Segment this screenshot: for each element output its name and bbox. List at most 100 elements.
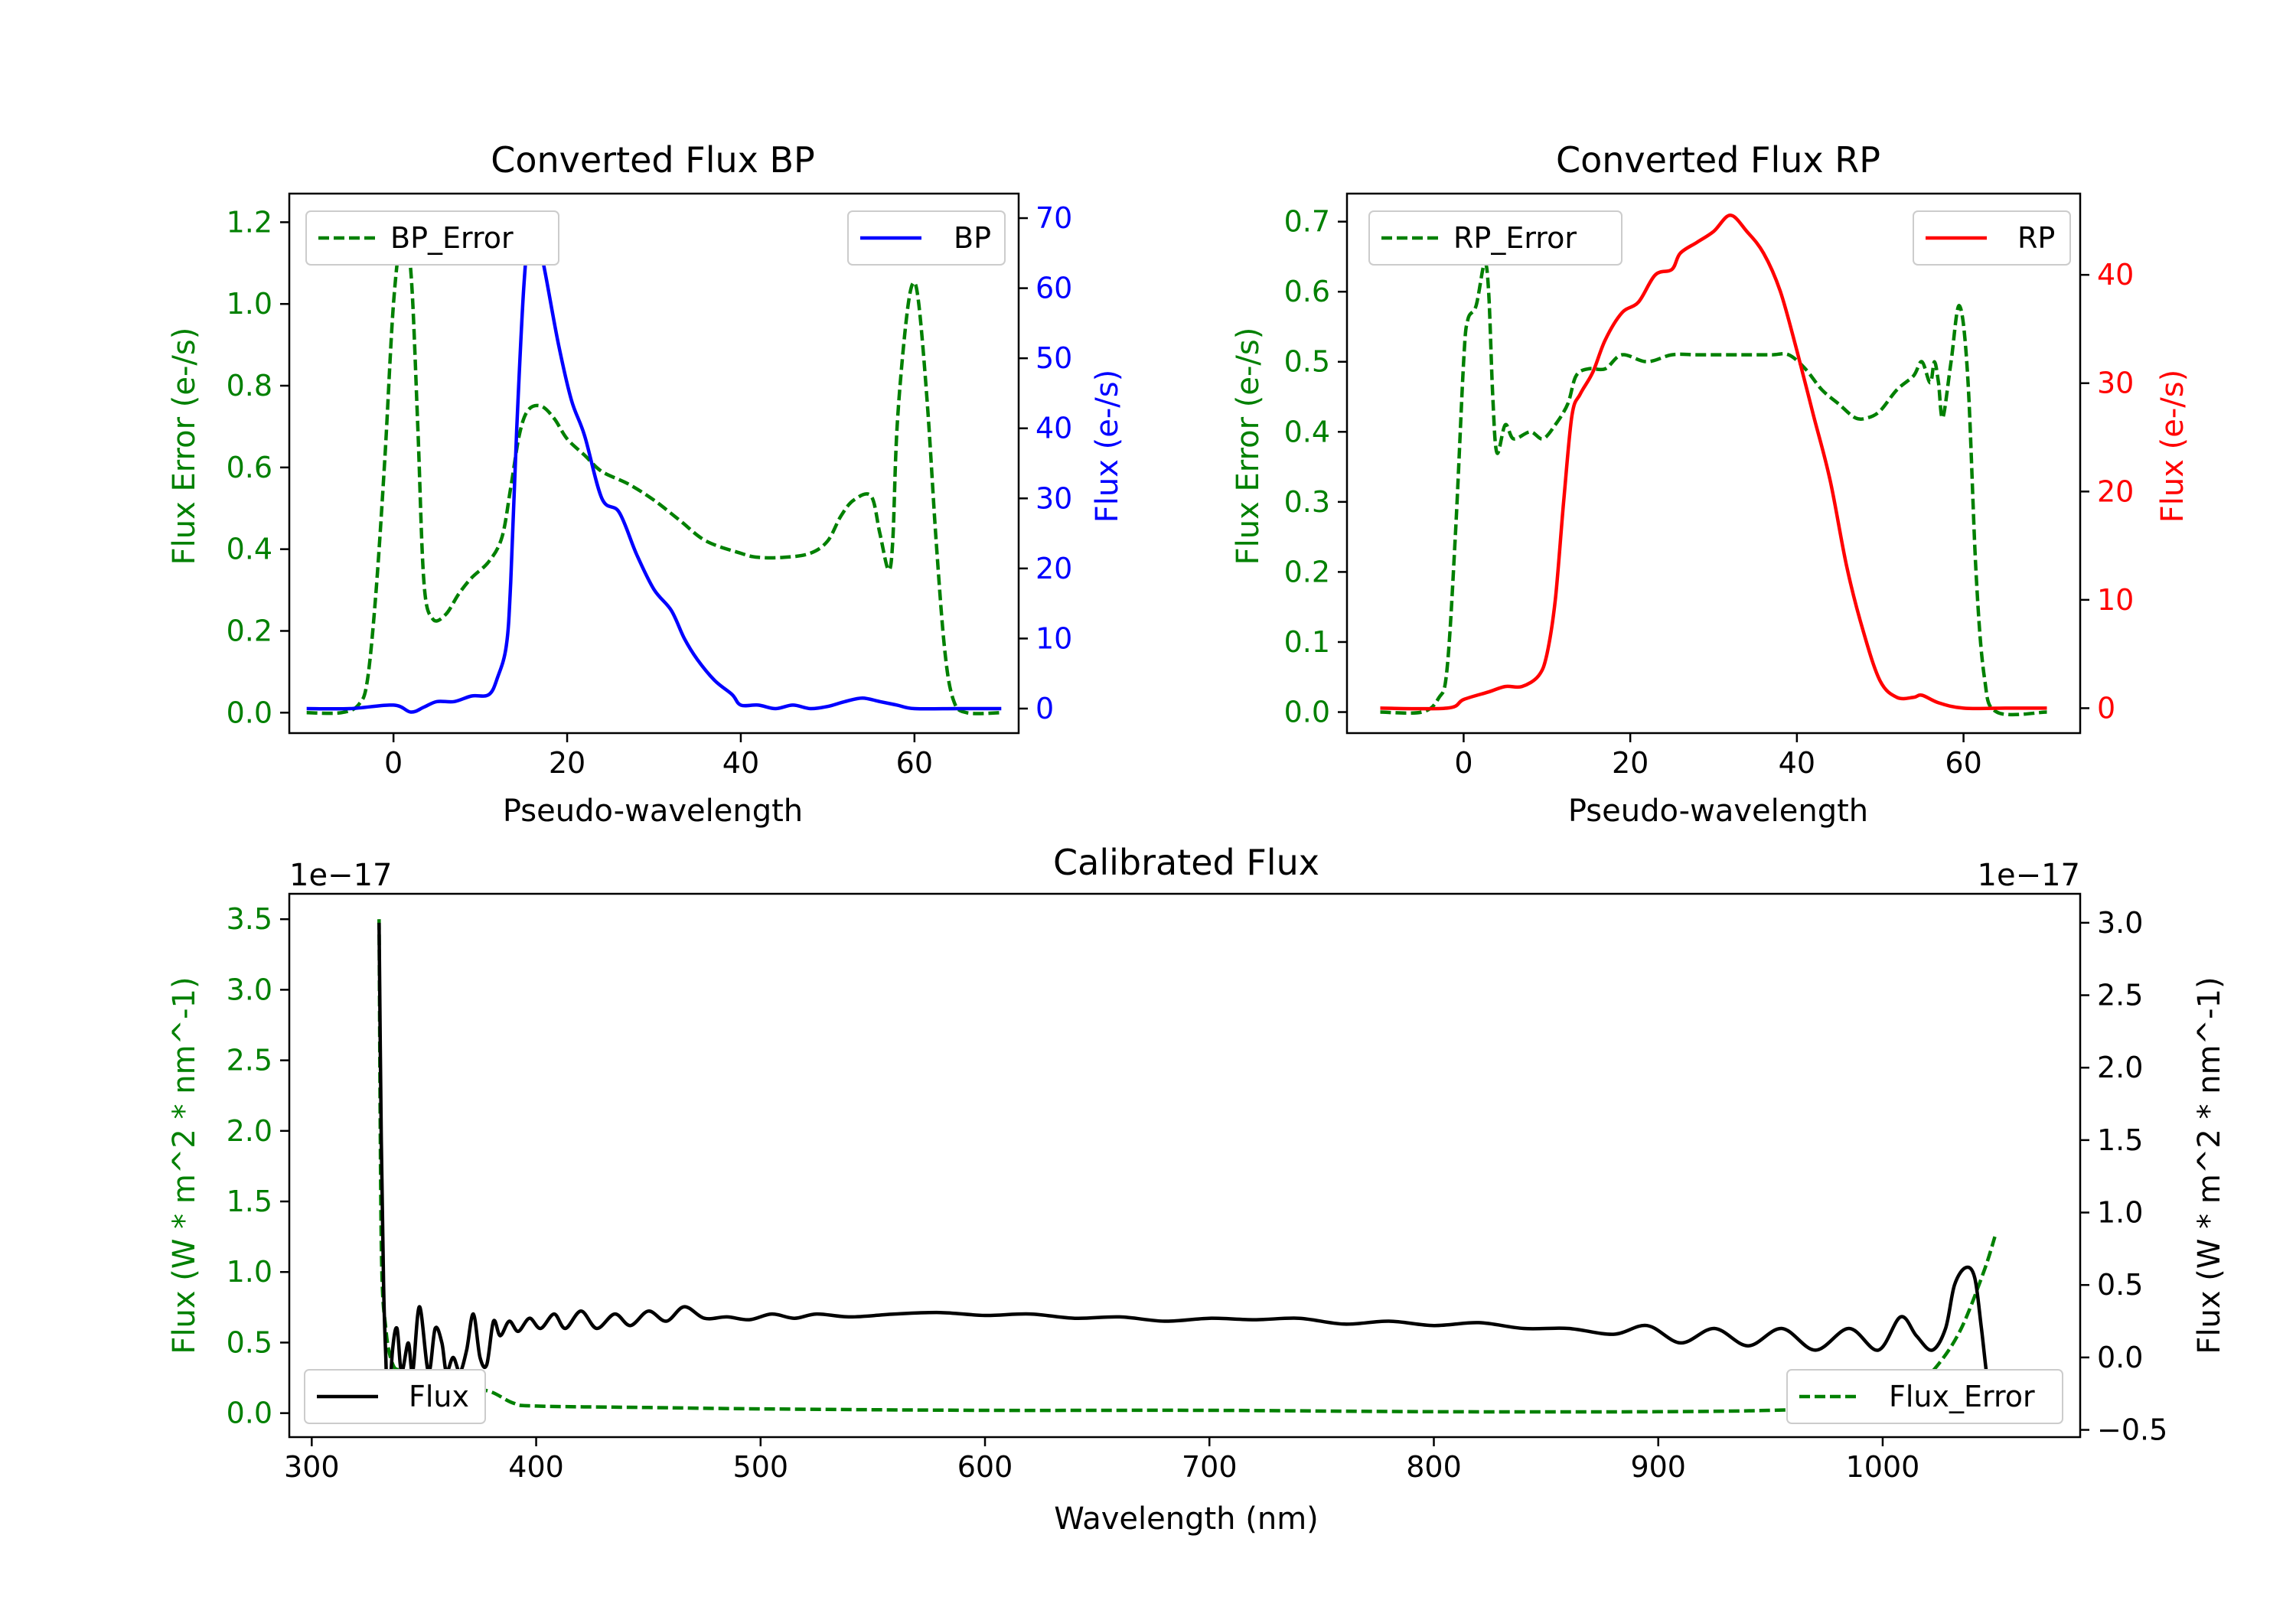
calibrated-xtick-label: 300	[284, 1450, 340, 1484]
rp-panel: Converted Flux RP 0 20 40 60 0.0 0.1 0.2 0.3 0.4…	[1231, 139, 2190, 829]
bp-ytick-right-label: 50	[1035, 341, 1072, 375]
calibrated-ytick-right-label: 3.0	[2097, 906, 2143, 940]
bp-ytick-right-label: 10	[1035, 621, 1072, 655]
calibrated-ytick-left-label: 1.0	[227, 1255, 272, 1289]
bp-xlabel: Pseudo-wavelength	[503, 794, 803, 829]
calibrated-xtick-label: 500	[733, 1450, 789, 1484]
rp-ytick-left-label: 0.6	[1284, 275, 1330, 308]
bp-xtick-label: 0	[384, 746, 403, 780]
calibrated-ytick-left-label: 3.0	[227, 973, 272, 1006]
calibrated-ytick-left-label: 0.0	[227, 1397, 272, 1430]
calibrated-xlabel: Wavelength (nm)	[1054, 1501, 1319, 1537]
bp-xtick-label: 60	[896, 746, 933, 780]
calibrated-offset-right: 1e−17	[1978, 858, 2080, 893]
bp-ytick-left-label: 0.4	[227, 533, 272, 566]
bp-legend-flux-label: BP	[954, 221, 991, 255]
calibrated-ytick-right-label: 0.0	[2097, 1341, 2143, 1374]
calibrated-legend-error: Flux_Error	[1786, 1369, 2063, 1424]
bp-ylabel-left: Flux Error (e-/s)	[167, 328, 202, 566]
calibrated-ytick-left-label: 0.5	[227, 1325, 272, 1359]
bp-title: Converted Flux BP	[491, 139, 815, 181]
rp-ytick-left-label: 0.0	[1284, 696, 1330, 729]
calibrated-ytick-right-label: 0.5	[2097, 1268, 2143, 1302]
rp-legend-flux: RP	[1913, 210, 2071, 266]
bp-panel: Converted Flux BP 0 20 40 60 0.0 0.2 0.4 0.6 0.8…	[167, 139, 1125, 829]
rp-legend-error-label: RP_Error	[1453, 221, 1577, 255]
bp-series-bp	[306, 213, 1002, 714]
rp-xtick-label: 0	[1454, 746, 1473, 780]
calibrated-ytick-right-label: 1.0	[2097, 1196, 2143, 1230]
calibrated-legend-flux: Flux	[304, 1369, 486, 1424]
calibrated-xtick-label: 400	[508, 1450, 564, 1484]
bp-ytick-left-label: 0.2	[227, 614, 272, 647]
rp-ytick-right-label: 0	[2097, 691, 2115, 725]
bp-series-bp-error	[306, 231, 1002, 715]
bp-xtick-label: 40	[722, 746, 759, 780]
bp-frame	[288, 192, 1020, 735]
rp-ytick-left-label: 0.3	[1284, 485, 1330, 519]
rp-title: Converted Flux RP	[1556, 139, 1880, 181]
calibrated-xtick-label: 700	[1182, 1450, 1238, 1484]
calibrated-offset-left: 1e−17	[289, 858, 392, 893]
calibrated-ylabel-left: Flux (W * m^2 * nm^-1)	[167, 976, 202, 1354]
bp-ytick-left-label: 0.0	[227, 696, 272, 729]
bp-legend-error: BP_Error	[305, 210, 559, 266]
rp-legend-error: RP_Error	[1368, 210, 1623, 266]
calibrated-title: Calibrated Flux	[1053, 842, 1319, 883]
calibrated-legend-flux-label: Flux	[409, 1380, 469, 1413]
bp-ytick-left-label: 1.2	[227, 205, 272, 239]
bp-ytick-right-label: 40	[1035, 412, 1072, 445]
rp-ytick-left-label: 0.4	[1284, 415, 1330, 448]
rp-ytick-right-label: 30	[2097, 367, 2134, 400]
bp-ytick-right-label: 20	[1035, 552, 1072, 585]
bp-ytick-left-label: 0.8	[227, 369, 272, 403]
calibrated-panel: Calibrated Flux 1e−17 1e−17 300 400 500 600…	[167, 842, 2227, 1537]
calibrated-ylabel-right-text: Flux (W * m^2 * nm^-1)	[2192, 976, 2227, 1354]
calibrated-ytick-right-label: −0.5	[2097, 1413, 2167, 1447]
calibrated-ytick-left-label: 1.5	[227, 1185, 272, 1218]
calibrated-ylabel-right: Flux (W * m^2 * nm^-1)	[2192, 976, 2227, 1354]
bp-ytick-right-label: 60	[1035, 272, 1072, 305]
calibrated-frame	[288, 892, 2082, 1439]
rp-ytick-left-label: 0.7	[1284, 205, 1330, 239]
rp-xtick-label: 40	[1779, 746, 1815, 780]
rp-frame	[1345, 192, 2082, 735]
calibrated-ytick-right-label: 2.5	[2097, 979, 2143, 1012]
bp-ytick-right-label: 30	[1035, 481, 1072, 515]
calibrated-xtick-label: 900	[1630, 1450, 1686, 1484]
calibrated-xtick-label: 1000	[1846, 1450, 1920, 1484]
rp-ytick-right-label: 40	[2097, 258, 2134, 292]
calibrated-xtick-label: 600	[957, 1450, 1013, 1484]
rp-ylabel-right: Flux (e-/s)	[2155, 370, 2190, 523]
calibrated-xtick-label: 800	[1406, 1450, 1462, 1484]
rp-xtick-label: 60	[1945, 746, 1981, 780]
bp-legend-flux: BP	[847, 210, 1006, 266]
bp-legend-error-label: BP_Error	[390, 221, 514, 255]
rp-ylabel-left: Flux Error (e-/s)	[1231, 328, 1266, 566]
bp-ytick-right-label: 70	[1035, 201, 1072, 235]
bp-ytick-left-label: 1.0	[227, 287, 272, 321]
bp-ylabel-right: Flux (e-/s)	[1090, 370, 1125, 523]
calibrated-ytick-left-label: 3.5	[227, 902, 272, 936]
calibrated-ytick-right-label: 2.0	[2097, 1051, 2143, 1084]
calibrated-ytick-left-label: 2.0	[227, 1114, 272, 1148]
bp-xtick-label: 20	[549, 746, 585, 780]
rp-xtick-label: 20	[1612, 746, 1649, 780]
rp-ytick-left-label: 0.1	[1284, 625, 1330, 659]
rp-xlabel: Pseudo-wavelength	[1568, 794, 1868, 829]
bp-plot-area: 0 20 40 60 0.0 0.2 0.4 0.6 0.8 1.0 1.2 0 10 20 30 40 50 6…	[227, 192, 1072, 780]
rp-series-rp	[1380, 214, 2047, 711]
rp-legend-flux-label: RP	[2017, 221, 2055, 255]
calibrated-legend-error-label: Flux_Error	[1889, 1380, 2035, 1413]
rp-ytick-left-label: 0.5	[1284, 345, 1330, 379]
calibrated-ylabel-left-text: Flux (W * m^2 * nm^-1)	[167, 976, 202, 1354]
calibrated-ytick-left-label: 2.5	[227, 1044, 272, 1077]
rp-ytick-right-label: 20	[2097, 474, 2134, 508]
rp-ytick-left-label: 0.2	[1284, 555, 1330, 588]
rp-ytick-right-label: 10	[2097, 583, 2134, 617]
bp-ytick-left-label: 0.6	[227, 451, 272, 484]
rp-series-rp-error	[1380, 261, 2047, 717]
calibrated-ytick-right-label: 1.5	[2097, 1123, 2143, 1157]
rp-plot-area: 0 20 40 60 0.0 0.1 0.2 0.3 0.4 0.5 0.6 0.7 0 10 20 30 40	[1284, 192, 2134, 780]
